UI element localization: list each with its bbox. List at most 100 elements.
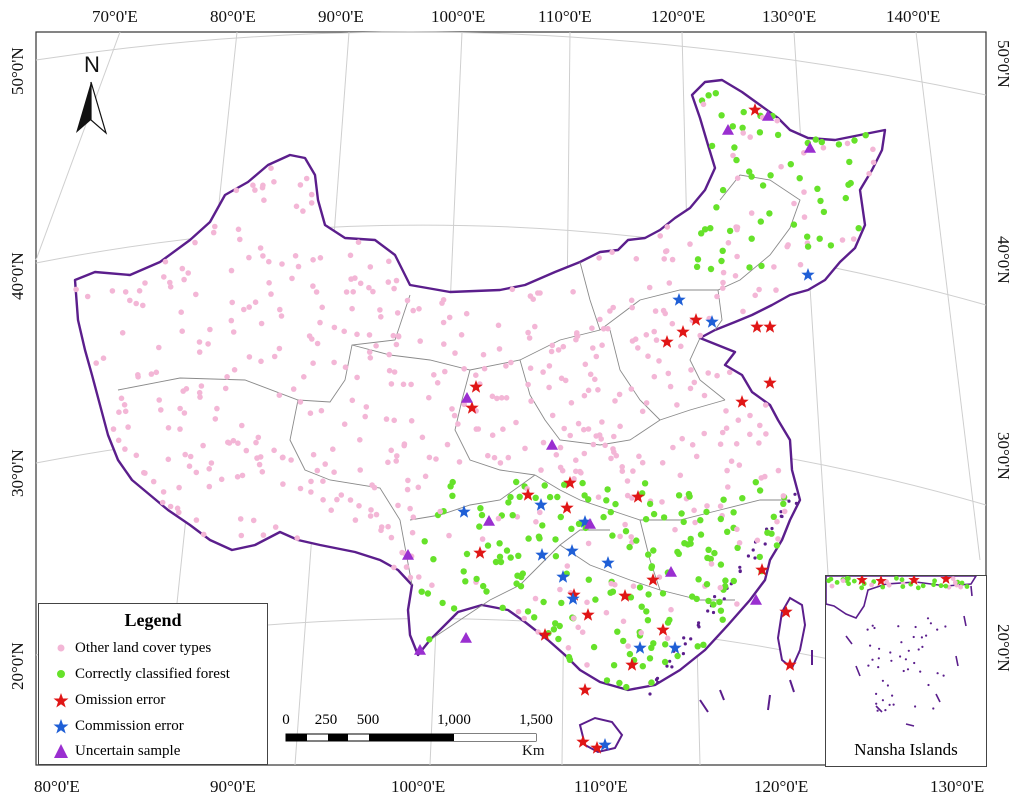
forest-sample	[516, 493, 523, 500]
inset-sample	[931, 582, 936, 588]
forest-sample	[724, 528, 731, 535]
forest-sample	[717, 607, 725, 614]
other-land-sample	[334, 496, 340, 503]
commission-error-sample	[672, 293, 686, 306]
forest-sample	[759, 182, 767, 189]
other-land-sample	[338, 492, 345, 498]
uncertain-sample	[804, 142, 816, 153]
other-land-sample	[208, 460, 215, 466]
other-land-sample	[597, 316, 603, 323]
other-land-sample	[473, 372, 479, 379]
other-land-sample	[582, 361, 589, 368]
other-land-sample	[342, 364, 349, 371]
other-land-sample	[307, 410, 314, 417]
coastal-island	[713, 595, 717, 599]
forest-sample	[780, 500, 787, 507]
other-land-sample	[629, 304, 635, 311]
other-land-sample	[391, 564, 397, 571]
commission-error-sample	[457, 505, 471, 518]
inset-island	[881, 699, 884, 702]
legend-title: Legend	[124, 610, 182, 630]
other-land-sample	[419, 434, 426, 441]
other-land-sample	[386, 367, 393, 374]
other-land-sample	[122, 408, 129, 415]
inset-island	[884, 709, 887, 712]
commission-error-sample	[598, 738, 612, 751]
other-land-sample	[530, 296, 536, 303]
forest-sample	[478, 511, 486, 519]
forest-sample	[555, 635, 562, 643]
other-land-sample	[687, 385, 694, 392]
uncertain-sample	[460, 632, 472, 643]
forest-sample	[643, 608, 650, 615]
other-land-sample	[590, 441, 597, 448]
lon-label-top: 120°0'E	[651, 7, 706, 26]
omission-error-sample	[469, 380, 483, 393]
other-land-sample	[674, 402, 680, 408]
other-land-sample	[331, 324, 338, 331]
inset-boundary-dash	[855, 665, 861, 677]
other-land-sample	[678, 343, 684, 350]
forest-sample	[424, 590, 432, 597]
inset-sample	[851, 578, 857, 584]
inset-sample	[869, 582, 874, 588]
inset-island	[927, 683, 930, 687]
forest-sample	[449, 492, 456, 499]
other-land-sample	[628, 534, 634, 540]
omission-error-sample	[735, 395, 749, 408]
other-land-sample	[497, 460, 504, 466]
other-land-sample	[555, 347, 562, 353]
forest-sample	[767, 172, 774, 179]
other-land-sample	[791, 200, 797, 207]
other-land-sample	[238, 532, 245, 539]
other-land-sample	[514, 514, 521, 520]
other-land-sample	[538, 467, 544, 473]
other-land-sample	[437, 508, 444, 515]
other-land-sample	[258, 320, 265, 327]
forest-sample	[614, 628, 621, 635]
other-land-sample	[234, 474, 241, 480]
other-land-sample	[403, 564, 410, 570]
inset-island	[892, 703, 895, 706]
forest-sample	[513, 478, 520, 486]
omission-error-sample	[618, 589, 632, 602]
forest-sample	[756, 553, 763, 561]
forest-sample	[612, 500, 619, 508]
other-land-sample	[564, 563, 571, 569]
other-land-sample	[214, 405, 220, 412]
inset-sample	[880, 584, 886, 590]
inset-sample	[899, 577, 905, 583]
other-land-sample	[643, 332, 650, 338]
forest-sample	[697, 517, 704, 524]
omission-error-sample	[521, 488, 535, 501]
inset-island	[907, 649, 910, 652]
other-land-sample	[592, 376, 598, 383]
other-land-sample	[303, 175, 310, 182]
other-land-sample	[355, 239, 362, 245]
other-land-sample	[212, 416, 219, 422]
inset-island	[917, 648, 920, 651]
other-land-sample	[84, 293, 91, 300]
forest-sample	[638, 603, 645, 610]
forest-sample	[757, 218, 764, 225]
other-land-sample	[276, 392, 283, 399]
forest-sample	[622, 528, 630, 535]
other-land-sample	[533, 519, 539, 525]
other-land-sample	[187, 453, 194, 460]
inset-island	[890, 659, 893, 662]
other-land-sample	[844, 140, 851, 147]
other-land-sample	[589, 325, 595, 332]
legend: Legend Other land cover types Correctly …	[38, 603, 268, 765]
forest-sample	[770, 513, 777, 520]
inset-omission-sample	[940, 576, 952, 584]
forest-sample	[835, 141, 843, 148]
inset-island	[878, 647, 881, 650]
other-land-sample	[206, 483, 213, 490]
other-land-sample	[313, 289, 320, 295]
other-land-sample	[350, 289, 357, 295]
forest-sample	[517, 583, 525, 590]
other-land-sample	[733, 441, 740, 447]
uncertain-sample	[722, 124, 734, 135]
maritime-boundary-dash	[699, 699, 709, 713]
forest-sample	[820, 208, 828, 216]
